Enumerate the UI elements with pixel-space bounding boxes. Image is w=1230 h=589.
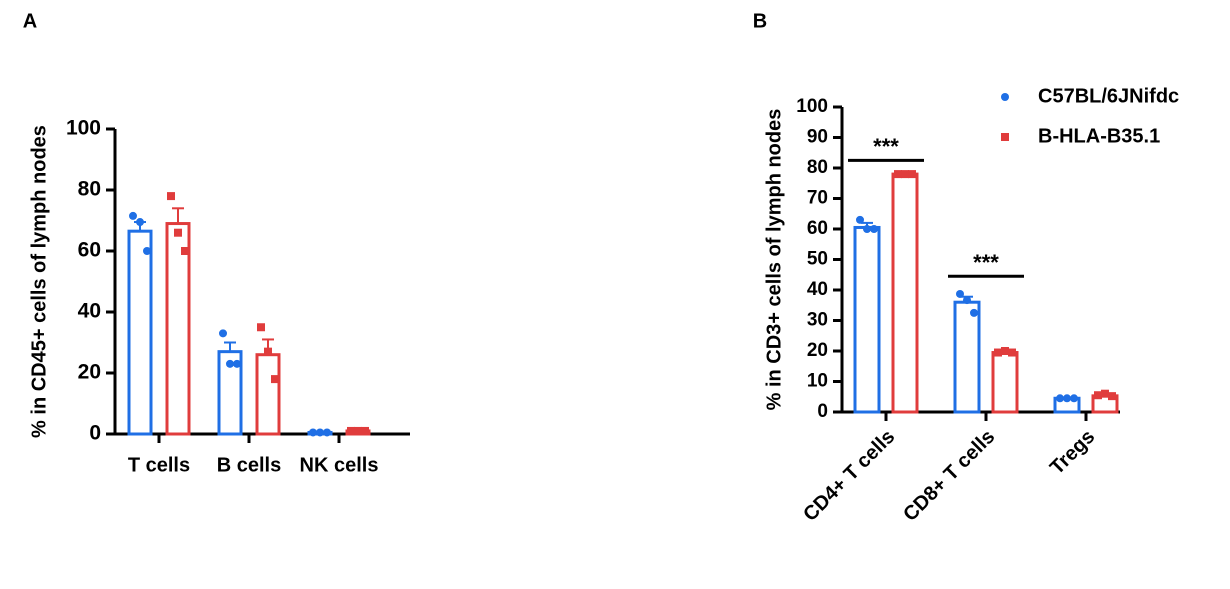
data-point xyxy=(1008,348,1016,357)
data-point xyxy=(1108,392,1116,401)
data-point xyxy=(963,296,971,305)
y-tick-label: 40 xyxy=(807,279,828,300)
y-axis-label: % in CD3+ cells of lymph nodes xyxy=(763,109,785,411)
data-point xyxy=(143,247,151,255)
y-tick-label: 100 xyxy=(796,96,828,117)
bar xyxy=(853,225,881,414)
data-point xyxy=(1101,389,1109,398)
data-point xyxy=(970,308,978,317)
data-point xyxy=(129,211,137,220)
x-tick-label: B cells xyxy=(217,454,281,476)
data-point xyxy=(174,228,182,237)
data-point xyxy=(856,215,864,224)
bar xyxy=(255,353,281,436)
data-point xyxy=(956,289,964,298)
data-point xyxy=(1094,391,1102,400)
bar xyxy=(127,229,153,436)
panel-label: A xyxy=(23,10,37,32)
bar xyxy=(165,222,191,436)
data-point xyxy=(309,428,317,437)
data-point xyxy=(233,359,241,368)
data-point xyxy=(271,375,279,384)
data-point xyxy=(1063,394,1071,403)
bar xyxy=(891,172,919,414)
data-point xyxy=(908,170,916,179)
x-tick-label: Tregs xyxy=(1046,426,1099,479)
legend-marker xyxy=(1001,93,1009,101)
y-tick-label: 0 xyxy=(817,401,828,422)
data-point xyxy=(863,225,871,233)
data-point xyxy=(361,426,369,435)
legend-label: B-HLA-B35.1 xyxy=(1038,125,1160,147)
legend-marker xyxy=(1001,133,1009,141)
y-tick-label: 20 xyxy=(807,340,828,361)
data-point xyxy=(323,428,331,437)
data-point xyxy=(354,426,362,435)
data-point xyxy=(257,323,265,332)
y-tick-label: 80 xyxy=(78,178,101,201)
y-tick-label: 100 xyxy=(66,117,101,140)
data-point xyxy=(994,348,1002,357)
y-tick-label: 30 xyxy=(807,310,828,331)
data-point xyxy=(167,192,175,201)
data-point xyxy=(870,225,878,233)
x-tick-label: NK cells xyxy=(300,454,379,476)
bar xyxy=(991,351,1019,414)
y-tick-label: 0 xyxy=(89,422,101,445)
data-point xyxy=(1001,347,1009,355)
y-axis-label: % in CD45+ cells of lymph nodes xyxy=(28,125,50,438)
x-tick-label: CD8+ T cells xyxy=(899,426,999,526)
y-tick-label: 10 xyxy=(807,371,828,392)
y-tick-label: 60 xyxy=(807,218,828,239)
data-point xyxy=(181,247,189,255)
y-tick-label: 20 xyxy=(78,361,101,384)
bar xyxy=(953,300,981,414)
y-tick-label: 40 xyxy=(78,300,101,323)
data-point xyxy=(264,347,272,356)
data-point xyxy=(316,428,324,437)
legend-label: C57BL/6JNifdc xyxy=(1038,85,1179,107)
data-point xyxy=(1056,394,1064,403)
data-point xyxy=(136,218,144,227)
data-point xyxy=(226,359,234,368)
y-tick-label: 90 xyxy=(807,127,828,148)
y-tick-label: 80 xyxy=(807,157,828,178)
x-tick-label: T cells xyxy=(128,454,190,476)
y-tick-label: 50 xyxy=(807,249,828,270)
y-tick-label: 60 xyxy=(78,239,101,262)
data-point xyxy=(219,329,227,338)
data-point xyxy=(901,170,909,179)
data-point xyxy=(894,170,902,179)
panel-label: B xyxy=(753,10,767,32)
data-point xyxy=(1070,394,1078,403)
y-tick-label: 70 xyxy=(807,188,828,209)
significance-label: *** xyxy=(873,134,899,159)
data-point xyxy=(347,426,355,435)
significance-label: *** xyxy=(973,250,999,275)
x-tick-label: CD4+ T cells xyxy=(799,426,899,526)
